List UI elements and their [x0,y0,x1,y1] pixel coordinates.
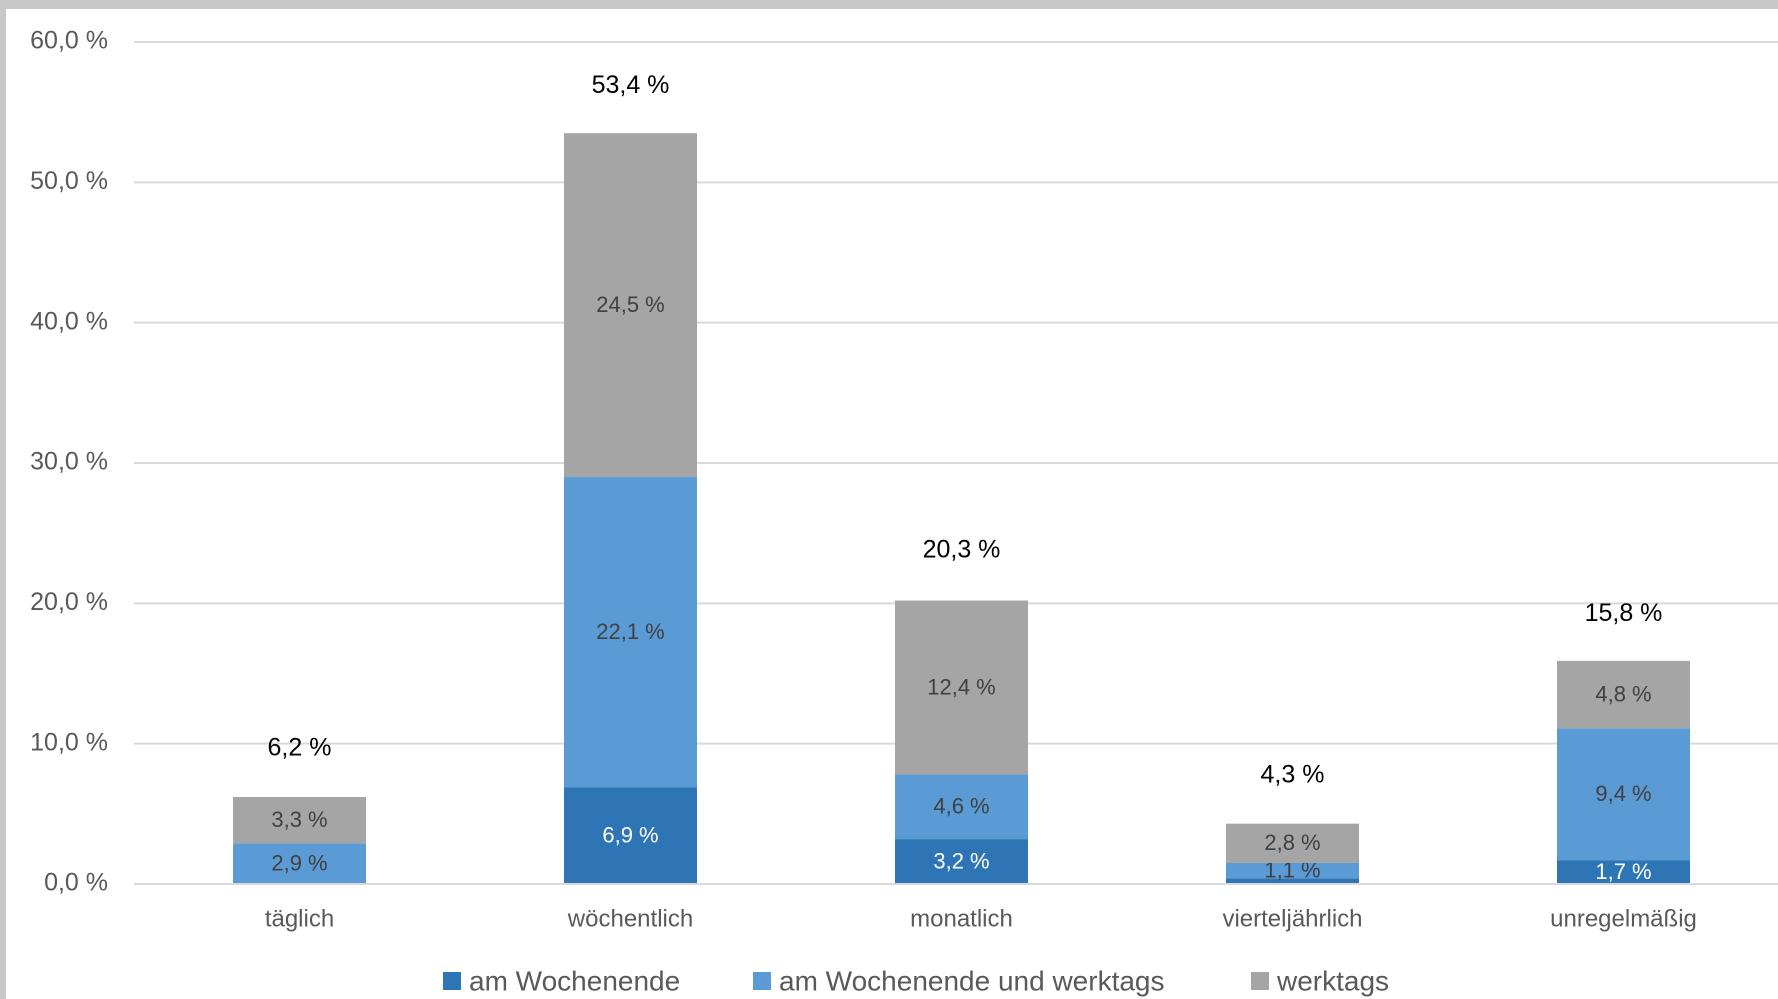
x-tick-label: wöchentlich [567,905,693,932]
data-label: 12,4 % [927,674,996,699]
frame-top [0,0,1778,9]
data-label: 4,8 % [1595,681,1651,706]
x-tick-label: monatlich [910,905,1013,932]
y-tick-label: 0,0 % [44,869,108,897]
data-label: 3,3 % [271,807,327,832]
legend-swatch [753,972,771,990]
legend-swatch [443,972,461,990]
legend-label: am Wochenende [469,965,680,996]
bar-segment [895,774,1028,840]
legend-label: am Wochenende und werktags [779,965,1165,996]
total-label: 53,4 % [592,71,670,99]
bar-segment [895,600,1028,775]
bar-segment [1226,862,1359,879]
frame-left [0,0,6,999]
bar-segment [1557,728,1690,861]
y-tick-label: 40,0 % [30,307,108,335]
total-label: 15,8 % [1585,599,1663,627]
data-label: 6,9 % [602,822,658,847]
bar-segment [1226,823,1359,863]
bar-segment [1557,660,1690,729]
y-tick-label: 20,0 % [30,588,108,616]
y-tick-label: 50,0 % [30,167,108,195]
bar-segment [564,133,697,478]
data-label: 3,2 % [933,848,989,873]
bar-segment [233,843,366,884]
legend-label: werktags [1276,965,1389,996]
y-tick-label: 10,0 % [30,728,108,756]
x-tick-label: täglich [265,905,334,932]
data-label: 22,1 % [596,619,665,644]
total-label: 20,3 % [923,536,1001,564]
x-tick-label: vierteljährlich [1222,905,1362,932]
bar-segment [895,839,1028,884]
data-label: 4,6 % [933,794,989,819]
data-label: 2,9 % [271,850,327,875]
total-label: 6,2 % [268,734,332,762]
bar-segment [1557,860,1690,884]
data-label: 1,7 % [1595,859,1651,884]
bar-segment [233,796,366,844]
data-label: 2,8 % [1264,830,1320,855]
bar-segment [564,477,697,788]
y-tick-label: 60,0 % [30,27,108,55]
y-tick-label: 30,0 % [30,448,108,476]
data-label: 9,4 % [1595,781,1651,806]
bar-segment [1226,878,1359,884]
data-label: 24,5 % [596,292,665,317]
bar-segment [564,787,697,884]
legend-swatch [1251,972,1269,990]
total-label: 4,3 % [1261,760,1325,788]
x-tick-label: unregelmäßig [1550,905,1697,932]
